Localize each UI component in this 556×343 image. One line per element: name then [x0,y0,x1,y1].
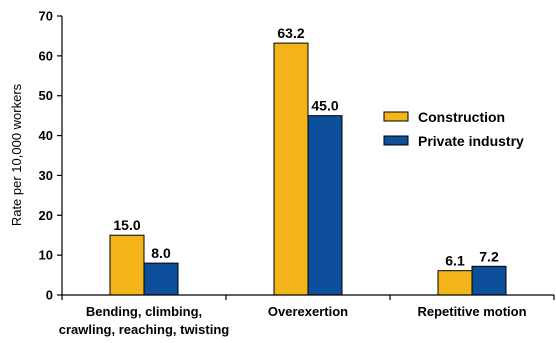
y-tick-label: 40 [39,128,53,143]
legend-swatch-private-industry [383,135,409,146]
y-tick-label: 50 [39,88,53,103]
bar-value-label: 8.0 [151,245,171,261]
bar-value-label: 45.0 [311,98,338,114]
legend-swatch-construction [383,111,409,122]
category-label: Bending, climbing, [86,304,202,319]
y-tick-label: 0 [46,288,53,303]
bar-value-label: 15.0 [113,217,140,233]
bars: 15.0 8.0 63.2 45.0 6.1 7.2 [109,25,507,296]
legend: Construction Private industry [383,109,524,149]
bar-private-industry [143,262,179,296]
y-axis: 0 10 20 30 40 50 60 70 [39,9,63,303]
legend-label-private-industry: Private industry [418,133,524,149]
y-tick-label: 30 [39,168,53,183]
legend-label-construction: Construction [418,109,505,125]
category-label: crawling, reaching, twisting [59,322,230,337]
y-tick-label: 70 [39,9,53,24]
y-tick-label: 20 [39,208,53,223]
bar-value-label: 7.2 [479,248,499,264]
bar-value-label: 63.2 [277,25,304,41]
y-tick-label: 60 [39,48,53,63]
bar-construction [437,270,473,296]
bar-construction [109,234,145,296]
bar-value-label: 6.1 [445,253,465,269]
category-label: Repetitive motion [417,304,526,319]
y-axis-title: Rate per 10,000 workers [9,83,24,226]
bar-private-industry [307,115,343,296]
bar-construction [273,42,309,296]
category-label: Overexertion [268,304,348,319]
x-axis: Bending, climbing, crawling, reaching, tw… [59,294,555,337]
y-tick-label: 10 [39,248,53,263]
bar-private-industry [471,265,507,296]
